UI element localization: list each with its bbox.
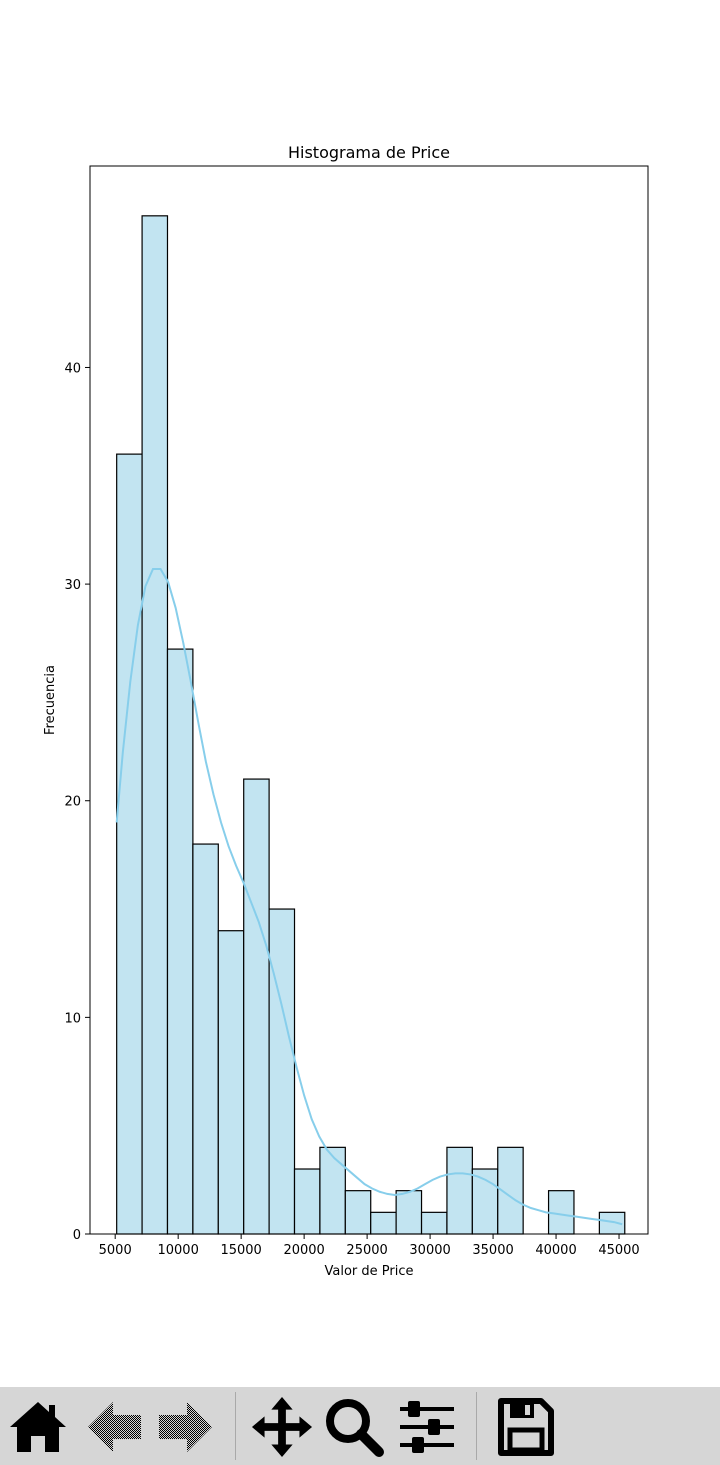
x-tick-label: 35000 bbox=[472, 1243, 513, 1258]
histogram-chart: 5000 10000 15000 20000 25000 30000 35000 40000 4… bbox=[43, 143, 649, 1279]
y-tick-label: 20 bbox=[64, 795, 81, 810]
y-axis-ticks: 0 10 20 30 40 bbox=[64, 361, 90, 1243]
histogram-bar bbox=[420, 1211, 448, 1235]
home-button[interactable] bbox=[7, 1396, 69, 1458]
x-tick-label: 25000 bbox=[346, 1243, 387, 1258]
save-button[interactable] bbox=[494, 1396, 556, 1458]
floppy-disk-icon bbox=[498, 1398, 554, 1456]
histogram-bar bbox=[166, 648, 194, 1235]
x-tick-label: 20000 bbox=[283, 1243, 324, 1258]
y-tick-label: 0 bbox=[73, 1228, 81, 1243]
bars-layer bbox=[116, 215, 626, 1235]
histogram-bar bbox=[370, 1211, 397, 1235]
histogram-bar bbox=[192, 843, 219, 1235]
histogram-bar bbox=[217, 930, 245, 1235]
x-tick-label: 15000 bbox=[220, 1243, 261, 1258]
magnifier-icon bbox=[326, 1399, 384, 1457]
x-axis-ticks: 5000 10000 15000 20000 25000 30000 35000 40000 4… bbox=[99, 1234, 640, 1258]
x-tick-label: 5000 bbox=[99, 1243, 132, 1258]
x-tick-label: 30000 bbox=[409, 1243, 450, 1258]
histogram-bar bbox=[116, 453, 143, 1235]
arrow-left-icon bbox=[88, 1402, 141, 1452]
zoom-button[interactable] bbox=[323, 1396, 385, 1458]
sliders-icon bbox=[400, 1401, 454, 1453]
configure-subplots-button[interactable] bbox=[396, 1396, 458, 1458]
figure-canvas: 5000 10000 15000 20000 25000 30000 35000 40000 4… bbox=[43, 143, 649, 1279]
x-tick-label: 45000 bbox=[598, 1243, 639, 1258]
x-axis-label: Valor de Price bbox=[325, 1264, 414, 1279]
pan-button[interactable] bbox=[251, 1396, 313, 1458]
move-icon bbox=[251, 1396, 313, 1458]
histogram-bar bbox=[293, 1168, 321, 1235]
y-tick-label: 40 bbox=[64, 361, 81, 376]
toolbar-separator bbox=[476, 1392, 477, 1460]
y-axis-label: Frecuencia bbox=[43, 665, 58, 735]
histogram-bar bbox=[141, 215, 169, 1235]
kde-line bbox=[115, 567, 623, 1226]
y-tick-label: 10 bbox=[64, 1011, 81, 1026]
histogram-bar bbox=[344, 1190, 372, 1235]
histogram-bar bbox=[268, 908, 296, 1235]
home-icon bbox=[10, 1402, 66, 1452]
back-button[interactable] bbox=[84, 1396, 146, 1458]
y-tick-label: 30 bbox=[64, 578, 81, 593]
x-tick-label: 10000 bbox=[157, 1243, 198, 1258]
histogram-bar bbox=[395, 1190, 423, 1235]
x-tick-label: 40000 bbox=[535, 1243, 576, 1258]
toolbar-separator bbox=[235, 1392, 236, 1460]
axes-frame bbox=[89, 165, 649, 1235]
forward-button[interactable] bbox=[154, 1396, 216, 1458]
navigation-toolbar bbox=[0, 1387, 720, 1465]
histogram-bar bbox=[243, 778, 270, 1235]
histogram-bar bbox=[446, 1146, 473, 1235]
chart-title: Histograma de Price bbox=[288, 143, 450, 162]
arrow-right-icon bbox=[159, 1402, 212, 1452]
histogram-bar bbox=[319, 1146, 346, 1235]
